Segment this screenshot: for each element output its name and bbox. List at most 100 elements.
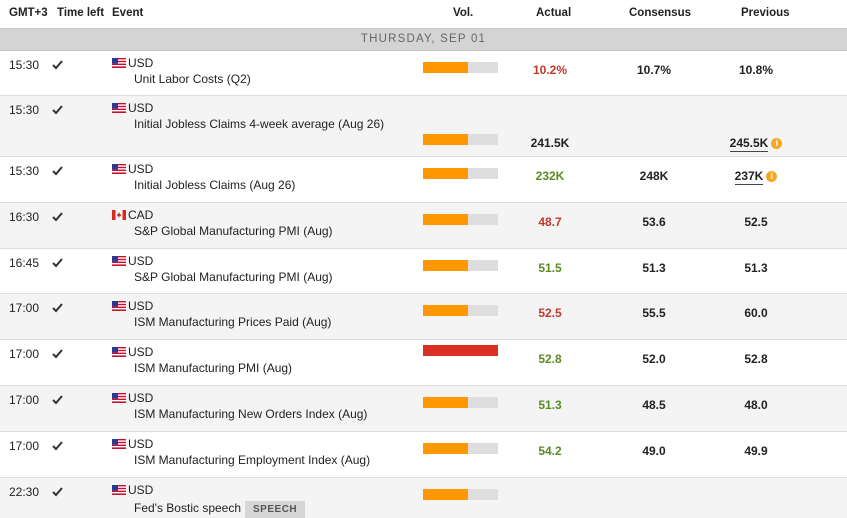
volatility-fill xyxy=(423,214,468,225)
event-name: Fed's Bostic speech SPEECH xyxy=(134,501,305,518)
event-time: 16:45 xyxy=(9,256,39,270)
actual-value: 51.3 xyxy=(505,398,595,412)
us-flag-icon xyxy=(112,485,126,495)
consensus-value: 10.7% xyxy=(609,63,699,77)
previous-value: 10.8% xyxy=(711,63,801,77)
check-icon xyxy=(52,59,63,70)
volatility-bar xyxy=(423,397,498,408)
volatility-bar xyxy=(423,305,498,316)
event-time: 16:30 xyxy=(9,210,39,224)
us-flag-icon xyxy=(112,103,126,113)
previous-value: 237K i xyxy=(711,169,801,183)
volatility-fill xyxy=(423,134,468,145)
check-icon xyxy=(52,257,63,268)
event-name[interactable]: Initial Jobless Claims (Aug 26) xyxy=(134,178,295,192)
previous-value: 60.0 xyxy=(711,306,801,320)
volatility-bar xyxy=(423,489,498,500)
event-name[interactable]: Initial Jobless Claims 4-week average (A… xyxy=(134,117,384,131)
actual-value: 52.5 xyxy=(505,306,595,320)
consensus-value: 48.5 xyxy=(609,398,699,412)
us-flag-icon xyxy=(112,393,126,403)
us-flag-icon xyxy=(112,256,126,266)
consensus-value: 55.5 xyxy=(609,306,699,320)
table-row[interactable]: 22:30 USD Fed's Bostic speech SPEECH xyxy=(0,478,847,518)
event-name[interactable]: S&P Global Manufacturing PMI (Aug) xyxy=(134,224,333,238)
tz-header[interactable]: GMT+3 xyxy=(9,7,48,19)
volatility-fill xyxy=(423,168,468,179)
currency: USD xyxy=(128,437,153,451)
check-icon xyxy=(52,211,63,222)
previous-value: 52.8 xyxy=(711,352,801,366)
check-icon xyxy=(52,165,63,176)
actual-header: Actual xyxy=(536,7,571,19)
info-icon[interactable]: i xyxy=(766,171,777,182)
currency: USD xyxy=(128,56,153,70)
table-row[interactable]: 15:30 USD Initial Jobless Claims 4-week … xyxy=(0,96,847,157)
check-icon xyxy=(52,348,63,359)
currency: USD xyxy=(128,483,153,497)
event-name[interactable]: S&P Global Manufacturing PMI (Aug) xyxy=(134,270,333,284)
day-separator: THURSDAY, SEP 01 xyxy=(0,29,847,51)
volatility-fill xyxy=(423,260,468,271)
actual-value: 232K xyxy=(505,169,595,183)
currency: USD xyxy=(128,345,153,359)
actual-value: 241.5K xyxy=(505,136,595,150)
event-time: 15:30 xyxy=(9,58,39,72)
volatility-bar xyxy=(423,214,498,225)
us-flag-icon xyxy=(112,58,126,68)
volatility-bar xyxy=(423,345,498,356)
currency: USD xyxy=(128,391,153,405)
table-row[interactable]: 17:00 USD ISM Manufacturing Employment I… xyxy=(0,432,847,478)
actual-value: 48.7 xyxy=(505,215,595,229)
table-row[interactable]: 16:45 USD S&P Global Manufacturing PMI (… xyxy=(0,249,847,294)
previous-value: 52.5 xyxy=(711,215,801,229)
volatility-bar xyxy=(423,168,498,179)
event-time: 15:30 xyxy=(9,164,39,178)
currency: USD xyxy=(128,299,153,313)
volatility-bar xyxy=(423,260,498,271)
event-name[interactable]: ISM Manufacturing PMI (Aug) xyxy=(134,361,292,375)
consensus-header: Consensus xyxy=(629,7,691,19)
consensus-value: 53.6 xyxy=(609,215,699,229)
currency: CAD xyxy=(128,208,153,222)
previous-header: Previous xyxy=(741,7,790,19)
volatility-bar xyxy=(423,62,498,73)
volatility-fill xyxy=(423,62,468,73)
previous-value: 51.3 xyxy=(711,261,801,275)
actual-value: 51.5 xyxy=(505,261,595,275)
event-header: Event xyxy=(112,7,143,19)
volatility-bar xyxy=(423,443,498,454)
check-icon xyxy=(52,486,63,497)
us-flag-icon xyxy=(112,301,126,311)
ca-flag-icon xyxy=(112,210,126,220)
event-time: 17:00 xyxy=(9,347,39,361)
volatility-fill xyxy=(423,345,498,356)
previous-value: 49.9 xyxy=(711,444,801,458)
check-icon xyxy=(52,394,63,405)
info-icon[interactable]: i xyxy=(771,138,782,149)
event-time: 15:30 xyxy=(9,103,39,117)
event-name[interactable]: ISM Manufacturing New Orders Index (Aug) xyxy=(134,407,367,421)
table-row[interactable]: 17:00 USD ISM Manufacturing New Orders I… xyxy=(0,386,847,432)
actual-value: 54.2 xyxy=(505,444,595,458)
event-title[interactable]: Fed's Bostic speech xyxy=(134,501,241,515)
table-row[interactable]: 17:00 USD ISM Manufacturing PMI (Aug) 52… xyxy=(0,340,847,386)
consensus-value: 51.3 xyxy=(609,261,699,275)
revised-previous: 237K xyxy=(735,169,764,185)
currency: USD xyxy=(128,162,153,176)
volatility-fill xyxy=(423,489,468,500)
us-flag-icon xyxy=(112,347,126,357)
table-row[interactable]: 15:30 USD Unit Labor Costs (Q2) 10.2% 10… xyxy=(0,51,847,96)
table-row[interactable]: 15:30 USD Initial Jobless Claims (Aug 26… xyxy=(0,157,847,203)
table-row[interactable]: 16:30 CAD S&P Global Manufacturing PMI (… xyxy=(0,203,847,249)
actual-value: 52.8 xyxy=(505,352,595,366)
volatility-fill xyxy=(423,443,468,454)
event-name[interactable]: ISM Manufacturing Prices Paid (Aug) xyxy=(134,315,331,329)
consensus-value: 52.0 xyxy=(609,352,699,366)
event-time: 17:00 xyxy=(9,301,39,315)
table-row[interactable]: 17:00 USD ISM Manufacturing Prices Paid … xyxy=(0,294,847,340)
previous-value: 245.5K i xyxy=(711,136,801,150)
event-name[interactable]: Unit Labor Costs (Q2) xyxy=(134,72,251,86)
event-name[interactable]: ISM Manufacturing Employment Index (Aug) xyxy=(134,453,370,467)
table-header: GMT+3 Time left Event Vol. Actual Consen… xyxy=(0,0,847,29)
